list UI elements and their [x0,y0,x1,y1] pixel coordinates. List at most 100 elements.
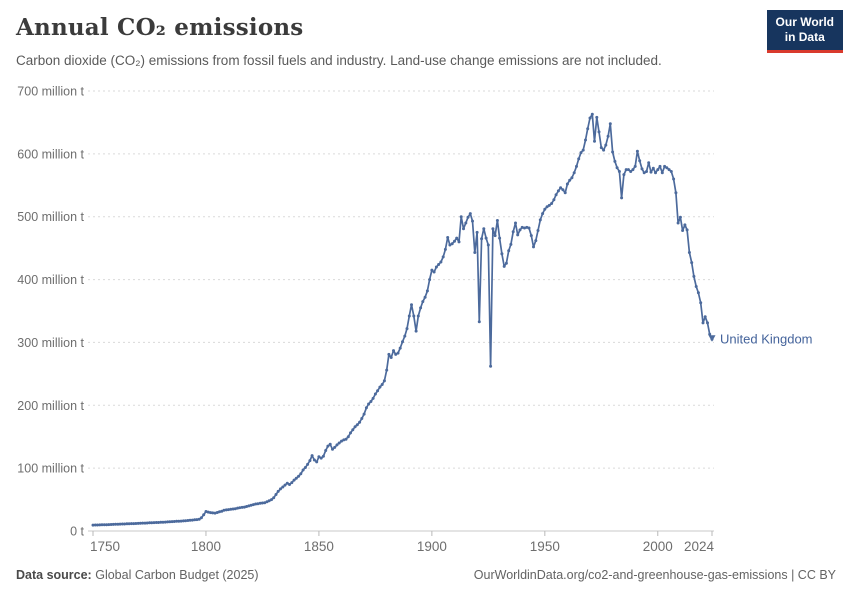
data-point-marker [193,518,197,522]
data-point-marker [163,520,167,524]
data-point-marker [554,193,558,197]
data-point-marker [437,263,441,266]
data-point-marker [197,517,201,521]
data-point-marker [279,487,282,491]
data-point-marker [353,425,357,429]
series-end-arrow-icon [708,335,716,342]
data-point-marker [446,236,450,239]
y-tick-label: 300 million t [17,336,84,350]
data-point-marker [511,230,515,234]
data-point-marker [138,521,142,525]
data-point-marker [504,261,508,265]
data-point-marker [306,462,310,466]
credit-link[interactable]: OurWorldinData.org/co2-and-greenhouse-ga… [473,568,836,582]
series-entity-label[interactable]: United Kingdom [720,331,813,346]
data-point-marker [602,148,606,152]
data-point-marker [450,242,454,246]
data-point-marker [240,505,244,509]
data-point-marker [335,443,339,447]
data-point-marker [448,243,452,247]
data-point-marker [459,215,463,219]
owid-logo-line2: in Data [784,30,825,44]
data-point-marker [412,314,416,318]
data-point-marker [290,481,294,485]
data-point-marker [669,170,673,173]
data-point-marker [570,176,574,180]
data-point-marker [633,164,637,168]
x-tick-label: 1750 [90,539,120,554]
series-line-united-kingdom[interactable] [92,113,713,526]
data-point-marker [654,171,657,175]
owid-logo[interactable]: Our World in Data [766,10,843,53]
x-tick-label: 1900 [417,539,447,554]
data-point-marker [419,306,423,310]
data-point-marker [575,164,578,168]
data-source-value: Global Carbon Budget (2025) [95,568,259,582]
data-point-marker [351,428,355,432]
data-point-marker [125,522,129,526]
data-point-marker [209,511,212,515]
data-point-marker [132,522,136,526]
data-point-marker [672,177,676,181]
data-point-marker [606,134,610,138]
data-point-marker [367,402,371,406]
data-point-marker [170,520,174,524]
data-point-marker [231,507,235,511]
data-point-marker [660,171,664,175]
y-tick-label: 100 million t [17,462,84,476]
data-point-marker [466,215,470,219]
data-point-marker [294,476,298,480]
data-point-marker [299,472,303,476]
data-point-marker [263,501,267,505]
data-point-marker [136,521,140,525]
x-tick-label: 2024 [684,539,715,554]
data-point-marker [224,508,228,512]
data-point-marker [229,507,233,511]
data-point-marker [349,431,352,435]
data-point-marker [324,449,328,452]
data-point-marker [181,519,185,523]
data-point-marker [622,173,626,177]
chart-footer: Data source: Global Carbon Budget (2025)… [16,568,836,582]
data-point-marker [93,523,97,527]
data-point-marker [471,219,474,223]
data-point-marker [213,511,217,515]
data-point-marker [331,447,334,451]
data-point-marker [233,507,237,511]
data-point-marker [328,442,332,446]
data-point-marker [595,115,599,119]
data-point-marker [150,521,154,525]
data-point-marker [678,215,682,219]
data-point-marker [202,513,206,517]
data-point-marker [249,503,253,507]
data-point-marker [590,112,594,116]
y-tick-label: 200 million t [17,399,84,413]
data-point-marker [105,523,109,527]
data-point-marker [509,242,513,246]
data-point-marker [319,456,323,460]
data-point-marker [107,523,111,527]
data-point-marker [154,521,158,524]
data-point-marker [545,205,549,209]
data-point-marker [685,228,689,232]
data-point-marker [355,423,359,427]
data-point-marker [161,520,165,524]
data-point-marker [405,327,409,331]
data-point-marker [523,226,526,230]
data-point-marker [550,202,554,205]
data-point-marker [394,352,398,356]
data-point-marker [631,168,635,172]
data-point-marker [91,523,95,527]
data-point-marker [635,149,639,153]
data-point-marker [256,502,260,506]
data-source: Data source: Global Carbon Budget (2025) [16,568,259,582]
data-point-marker [536,229,540,232]
y-tick-label: 600 million t [17,147,84,161]
data-point-marker [301,468,305,472]
data-point-marker [272,496,276,500]
data-point-marker [699,301,703,305]
data-point-marker [491,227,495,231]
data-point-marker [292,478,296,482]
